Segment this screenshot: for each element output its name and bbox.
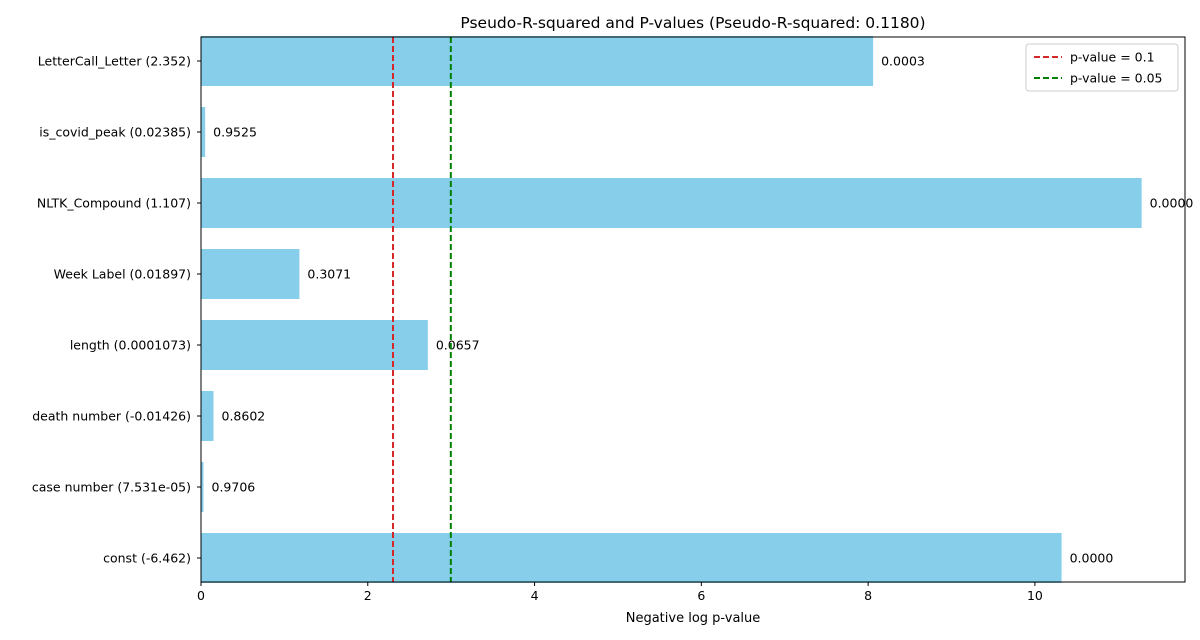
x-tick-label: 10 (1027, 588, 1043, 603)
bar (201, 533, 1062, 583)
legend-label: p-value = 0.1 (1070, 50, 1155, 65)
data-label: 0.8602 (222, 409, 266, 424)
x-axis-label: Negative log p-value (626, 611, 761, 626)
data-label: 0.9706 (212, 480, 256, 495)
bar (201, 249, 300, 299)
data-label: 0.0657 (436, 338, 480, 353)
bar (201, 178, 1142, 228)
y-tick-label: length (0.0001073) (70, 338, 191, 353)
y-tick-label: LetterCall_Letter (2.352) (38, 54, 191, 69)
bar (201, 107, 206, 157)
legend-label: p-value = 0.05 (1070, 71, 1163, 86)
bar (201, 36, 874, 86)
bar (201, 391, 214, 441)
legend-box (1025, 43, 1179, 92)
x-tick-label: 2 (364, 588, 372, 603)
bar (201, 320, 428, 370)
chart-title: Pseudo-R-squared and P-values (Pseudo-R-… (460, 14, 925, 32)
data-label: 0.9525 (213, 125, 257, 140)
y-tick-label: case number (7.531e-05) (32, 480, 191, 495)
bar (201, 462, 204, 512)
reference-lines-group (392, 37, 452, 582)
plot-frame (200, 36, 1186, 583)
data-label: 0.3071 (307, 267, 351, 282)
bars-group: 0.0003 0.9525 0.0000 0.3071 0.0657 0.8602 0.97… (201, 36, 1193, 583)
y-tick-label: const (-6.462) (103, 551, 191, 566)
data-label: 0.0000 (1150, 196, 1194, 211)
y-tick-label: NLTK_Compound (1.107) (37, 196, 191, 211)
x-tick-label: 6 (697, 588, 705, 603)
x-tick-label: 0 (197, 588, 205, 603)
x-tick-label: 4 (531, 588, 539, 603)
legend: p-value = 0.1 p-value = 0.05 (1025, 43, 1179, 92)
y-axis: LetterCall_Letter (2.352) is_covid_peak (… (32, 54, 201, 566)
y-tick-label: Week Label (0.01897) (54, 267, 191, 282)
x-tick-label: 8 (864, 588, 872, 603)
data-label: 0.0000 (1070, 551, 1114, 566)
y-tick-label: death number (-0.01426) (32, 409, 191, 424)
data-label: 0.0003 (881, 54, 925, 69)
y-tick-label: is_covid_peak (0.02385) (39, 125, 191, 140)
x-axis: 0 2 4 6 8 10 (197, 582, 1043, 603)
